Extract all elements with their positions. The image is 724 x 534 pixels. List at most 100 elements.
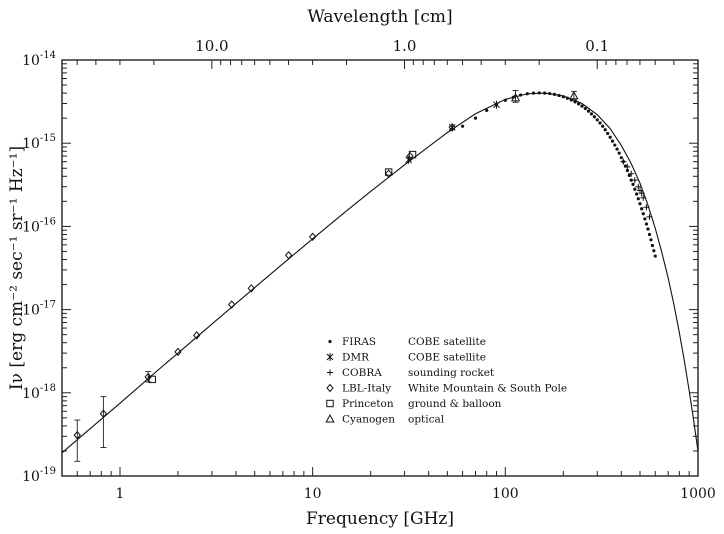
x-tick-label: 1000 [680,486,716,502]
lbl-italy-point [448,123,456,132]
diamond-marker-shape [385,169,393,178]
princeton-point [384,168,393,176]
legend: FIRAS COBE satellite DMR COBE satellite COBR… [325,336,567,426]
axis-ticks [61,60,699,477]
firas-point [565,96,570,100]
square-marker-shape [148,375,156,384]
firas-point [531,91,536,95]
dot-marker-shape [646,227,650,231]
y-tick-label: 10-15 [22,133,56,152]
diamond-marker-shape [326,383,334,393]
star-marker-shape [448,123,456,132]
firas-point [606,131,610,136]
y-tick-label: 10-16 [22,216,56,235]
dot-marker-shape [640,207,644,211]
firas-point [647,232,652,237]
dot-marker-shape [576,102,581,106]
dot-marker-shape [649,238,653,242]
firas-point [603,128,607,132]
firas-point [589,112,594,116]
error-bars [74,90,577,462]
triangle-marker-shape [325,413,335,423]
dot-marker-shape [603,128,607,132]
y-tick-label: 10-18 [22,383,56,402]
legend-series-label: COBE satellite [408,352,486,364]
diamond-marker-shape [448,123,456,132]
plus-marker-shape [646,213,653,220]
cobra-point [635,183,642,190]
legend-marker [326,353,334,361]
x-tick-label: 1 [116,486,125,502]
y-tick-label: 10-14 [22,50,56,69]
dot-marker-shape [328,339,332,344]
diamond-marker-shape [193,331,201,340]
firas-point [615,147,619,151]
plus-marker-shape [643,204,650,211]
firas-point [643,217,647,221]
diamond-marker-shape [174,347,182,357]
dot-marker-shape [641,212,645,216]
dot-marker-shape [610,139,615,143]
firas-point [525,92,529,96]
plus-marker-shape [640,194,647,201]
square-marker-shape [326,399,334,408]
dot-marker-shape [589,112,594,116]
firas-point [650,243,655,248]
firas-point [592,115,597,119]
top-tick-labels: 10.0 1.0 0.1 [195,37,609,55]
cobra-point [638,190,645,197]
princeton-point [148,375,156,384]
firas-point [595,118,599,122]
firas-point [653,254,657,258]
firas-point [601,124,605,128]
legend-series-name: LBL-Italy [342,383,391,395]
firas-point [557,93,561,98]
cobra-point [620,158,627,165]
firas-point [518,93,523,97]
x-tick-labels: 1 10 100 1000 [116,486,716,502]
firas-point [573,100,577,104]
firas-point [586,109,591,113]
dot-marker-shape [625,168,629,173]
dot-marker-shape [573,100,577,104]
top-tick-label: 1.0 [393,37,417,55]
dot-marker-shape [531,91,536,95]
dot-marker-shape [561,95,565,99]
square-marker-shape [408,150,417,159]
firas-point [548,91,552,96]
dot-marker-shape [485,108,489,112]
dot-marker-shape [644,222,649,226]
plot-frame [61,59,699,477]
dot-marker-shape [548,91,552,96]
lbl-italy-point [99,409,108,419]
dot-marker-shape [601,124,605,128]
y-axis-title: Iν [erg cm⁻² sec⁻¹ sr⁻¹ Hz⁻¹] [7,146,27,390]
dot-marker-shape [636,197,640,201]
firas-point [644,222,649,226]
plus-marker-shape [635,183,642,190]
triangle-marker-shape [510,92,521,102]
cobra-point [631,177,638,184]
dot-marker-shape [615,147,619,151]
firas-point [636,197,640,201]
legend-series-label: sounding rocket [408,367,495,379]
firas-point [634,192,639,196]
plus-marker-shape [624,163,631,170]
dot-marker-shape [460,124,465,128]
star-marker-shape [493,100,500,109]
firas-point [613,143,617,147]
legend-marker [326,399,334,408]
dot-marker-shape [638,202,642,206]
y-tick-labels: 10-19 10-18 10-17 10-16 10-15 10-14 [22,50,56,485]
firas-point [652,249,656,253]
legend-series-label: ground & balloon [408,398,502,410]
firas-point [619,156,623,160]
dmr-point [448,123,456,132]
lbl-italy-point [174,347,182,357]
plus-marker-shape [327,369,333,376]
diamond-marker-shape [309,232,317,242]
dot-marker-shape [503,98,507,102]
firas-point [503,98,507,102]
cobra-point [624,163,631,170]
